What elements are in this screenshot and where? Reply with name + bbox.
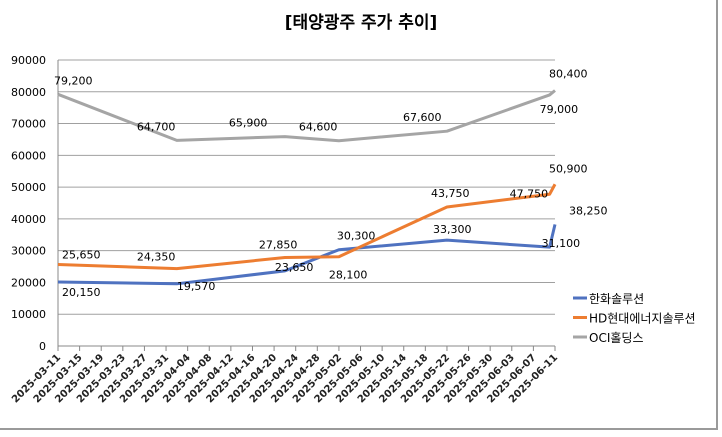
data-label: 38,250 <box>569 204 608 217</box>
data-label: 23,650 <box>275 261 314 274</box>
y-tick-label: 90000 <box>11 54 46 67</box>
data-label: 67,600 <box>403 111 442 124</box>
data-label: 30,300 <box>337 230 376 243</box>
y-tick-label: 60000 <box>11 149 46 162</box>
y-tick-label: 40000 <box>11 213 46 226</box>
legend-label: HD현대에너지솔루션 <box>589 312 696 326</box>
data-label: 64,700 <box>137 120 176 133</box>
data-label: 31,100 <box>542 237 581 250</box>
data-label: 27,850 <box>259 238 298 251</box>
data-label: 43,750 <box>431 187 470 200</box>
data-label: 33,300 <box>433 223 472 236</box>
y-tick-label: 50000 <box>11 181 46 194</box>
y-tick-label: 80000 <box>11 86 46 99</box>
legend-label: OCI홀딩스 <box>589 331 643 345</box>
data-label: 47,750 <box>510 187 549 200</box>
chart-title: [태양광주 주가 추이] <box>284 13 438 33</box>
data-label: 24,350 <box>137 251 176 264</box>
data-label: 79,000 <box>540 103 579 116</box>
data-label: 80,400 <box>549 68 588 81</box>
data-label: 79,200 <box>54 74 93 87</box>
y-tick-label: 70000 <box>11 118 46 131</box>
data-label: 20,150 <box>62 286 101 299</box>
series-line-1 <box>57 183 557 271</box>
data-label: 19,570 <box>177 280 216 293</box>
data-label: 64,600 <box>299 121 338 134</box>
data-label: 28,100 <box>329 269 368 282</box>
y-tick-label: 30000 <box>11 245 46 258</box>
legend-label: 한화솔루션 <box>589 292 644 306</box>
data-label: 65,900 <box>229 117 267 130</box>
series-line-2 <box>57 89 556 143</box>
series-line-0 <box>57 224 557 286</box>
y-tick-label: 20000 <box>11 276 46 289</box>
y-tick-label: 10000 <box>11 308 46 321</box>
data-label: 25,650 <box>62 248 101 261</box>
chart-frame <box>0 0 718 430</box>
y-tick-label: 0 <box>39 340 46 353</box>
data-label: 50,900 <box>549 162 588 175</box>
